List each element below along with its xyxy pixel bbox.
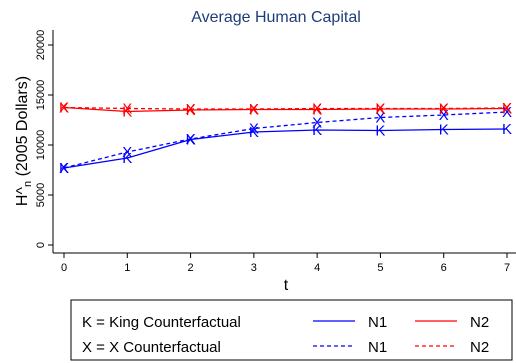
data-point-marker: K [312, 122, 322, 139]
chart-title: Average Human Capital [191, 9, 361, 26]
data-point-marker: K [502, 121, 512, 138]
data-point-marker: X [122, 101, 132, 118]
data-point-marker: X [186, 101, 196, 118]
data-point-marker: X [439, 107, 449, 124]
y-axis-ticks: 0 5000 10000 15000 20000 [35, 30, 53, 248]
x-tick-label: 7 [504, 262, 510, 274]
data-point-marker: X [439, 101, 449, 118]
data-point-marker: K [375, 123, 385, 140]
data-point-marker: K [122, 104, 132, 121]
data-point-marker: K [59, 160, 69, 177]
x-axis-title: t [284, 277, 289, 294]
x-tick-label: 2 [188, 262, 194, 274]
legend-label-n2-king: N2 [470, 314, 489, 331]
data-point-marker: X [375, 110, 385, 127]
data-point-marker: X [502, 100, 512, 117]
legend-box [70, 299, 513, 361]
data-point-marker: K [249, 102, 259, 119]
series-line-n2-king [63, 106, 508, 113]
x-axis-ticks: 0 1 2 3 4 5 6 7 [61, 253, 510, 274]
x-tick-label: 4 [314, 262, 320, 274]
data-point-marker: X [312, 101, 322, 118]
data-point-marker: X [249, 101, 259, 118]
data-point-marker: K [249, 124, 259, 141]
data-point-marker: X [502, 104, 512, 121]
data-point-marker: K [312, 102, 322, 119]
x-tick-label: 3 [251, 262, 257, 274]
y-tick-label: 0 [35, 242, 47, 248]
y-tick-label: 5000 [35, 183, 47, 207]
legend-key-x: X = X Counterfactual [82, 339, 221, 356]
data-point-marker: K [186, 132, 196, 149]
series-line-n2-x [63, 106, 508, 110]
y-axis-title: H^n (2005 Dollars) [14, 76, 34, 206]
data-point-marker: X [375, 101, 385, 118]
data-point-marker: X [312, 115, 322, 132]
data-point-marker: K [502, 101, 512, 118]
x-tick-label: 1 [124, 262, 130, 274]
series-line-n1-king [63, 128, 508, 169]
data-point-marker: X [59, 100, 69, 117]
data-point-marker: K [375, 101, 385, 118]
data-point-marker: X [59, 160, 69, 177]
data-point-marker: K [122, 150, 132, 167]
y-tick-label: 10000 [35, 130, 47, 161]
y-tick-label: 15000 [35, 80, 47, 111]
legend-label-n1-king: N1 [368, 314, 387, 331]
legend-label-n2-x: N2 [470, 339, 489, 356]
data-point-marker: K [439, 122, 449, 139]
data-point-marker: X [249, 121, 259, 138]
x-tick-label: 5 [377, 262, 383, 274]
legend-key-king: K = King Counterfactual [82, 314, 241, 331]
x-tick-label: 0 [61, 262, 67, 274]
legend: K = King Counterfactual X = X Counterfac… [70, 299, 513, 361]
data-point-marker: K [186, 102, 196, 119]
y-tick-label: 20000 [35, 30, 47, 61]
legend-label-n1-x: N1 [368, 339, 387, 356]
data-point-marker: X [122, 144, 132, 161]
data-point-marker: K [439, 101, 449, 118]
x-tick-label: 6 [441, 262, 447, 274]
series-line-n1-x [63, 111, 508, 169]
data-point-marker: X [186, 131, 196, 148]
